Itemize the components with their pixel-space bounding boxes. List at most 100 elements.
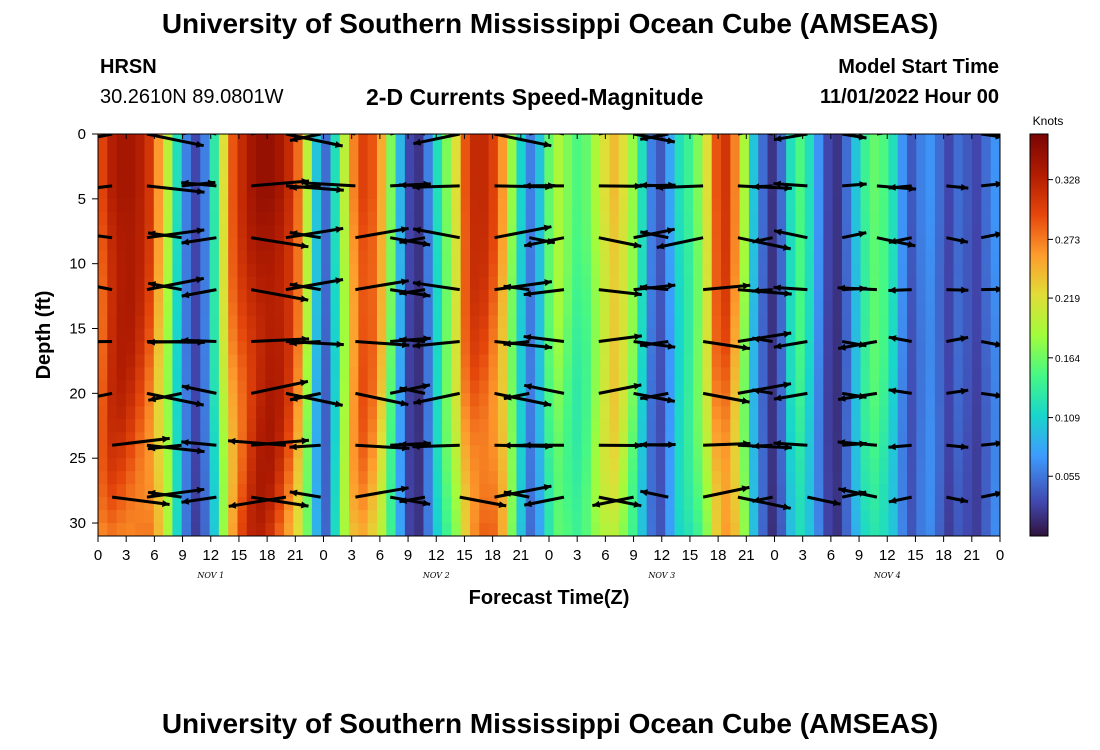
heat-cell <box>135 263 146 278</box>
heat-cell <box>814 380 824 394</box>
heat-cell <box>469 263 480 278</box>
heat-cell <box>739 237 750 252</box>
heat-cell <box>739 445 750 459</box>
heat-cell <box>683 159 694 174</box>
heat-cell <box>609 315 620 330</box>
heat-cell <box>107 380 118 394</box>
heat-cell <box>758 276 769 291</box>
heat-cell <box>628 159 638 174</box>
heat-cell <box>795 276 806 291</box>
heat-cell <box>98 432 108 446</box>
heat-cell <box>562 263 573 278</box>
current-vector <box>412 183 460 191</box>
heat-cell <box>683 510 694 524</box>
heat-cell <box>860 237 871 252</box>
heat-cell <box>98 211 108 226</box>
heat-cell <box>776 289 787 304</box>
current-vector <box>946 335 969 343</box>
heat-cell <box>553 172 564 187</box>
heat-cell <box>358 354 369 369</box>
current-vector <box>751 287 773 295</box>
heat-cell <box>274 510 285 524</box>
heat-cell <box>414 523 425 536</box>
heat-cell <box>432 315 443 330</box>
heat-cell <box>218 380 229 394</box>
heat-cell <box>507 263 518 278</box>
heat-cell <box>646 315 657 330</box>
heat-cell <box>869 172 880 187</box>
heat-cell <box>283 510 294 524</box>
heat-cell <box>265 224 276 239</box>
heat-cell <box>265 172 276 187</box>
heat-cell <box>804 341 815 356</box>
heat-cell <box>832 159 843 174</box>
heat-cell <box>349 393 359 407</box>
heat-cell <box>181 146 192 161</box>
heat-cell <box>823 328 834 343</box>
heat-cell <box>934 134 945 148</box>
heat-cell <box>851 315 862 330</box>
heat-cell <box>367 250 378 265</box>
heat-cell <box>711 419 722 433</box>
heat-cell <box>655 315 666 330</box>
heat-cell <box>721 237 731 252</box>
heat-cell <box>404 497 415 511</box>
heat-cell <box>683 354 694 369</box>
heat-cell <box>572 380 583 394</box>
heat-cell <box>776 471 787 485</box>
current-vector <box>655 183 704 191</box>
heat-cell <box>414 419 425 433</box>
heat-cell <box>209 172 220 187</box>
heat-cell <box>572 172 583 187</box>
current-vector <box>752 495 773 504</box>
heat-cell <box>535 211 545 226</box>
heat-cell <box>516 497 527 511</box>
heat-cell <box>739 432 750 446</box>
heat-cell <box>953 432 964 446</box>
heat-cell <box>330 445 341 459</box>
heat-cell <box>172 263 183 278</box>
heat-cell <box>748 445 759 459</box>
heat-cell <box>209 237 220 252</box>
heat-cell <box>944 432 955 446</box>
heat-cell <box>609 237 620 252</box>
heat-cell <box>172 198 183 213</box>
heat-cell <box>702 523 713 536</box>
heat-cell <box>107 211 118 226</box>
heat-cell <box>879 484 890 498</box>
heat-cell <box>832 380 843 394</box>
heat-cell <box>897 523 908 536</box>
heat-cell <box>172 146 183 161</box>
heat-cell <box>814 432 824 446</box>
heat-cell <box>562 224 573 239</box>
current-vector <box>946 183 969 191</box>
heat-cell <box>962 510 973 524</box>
heat-cell <box>730 146 741 161</box>
heat-cell <box>181 471 192 485</box>
heat-cell <box>181 276 192 291</box>
heat-cell <box>386 380 397 394</box>
heat-cell <box>144 458 155 472</box>
heat-cell <box>451 198 462 213</box>
heat-cell <box>916 484 927 498</box>
heat-cell <box>869 523 880 536</box>
heat-cell <box>237 198 248 213</box>
heat-cell <box>190 198 201 213</box>
heat-cell <box>739 471 750 485</box>
heat-cell <box>925 185 936 200</box>
heat-cell <box>786 263 797 278</box>
heat-cell <box>674 276 685 291</box>
heat-cell <box>581 134 592 148</box>
heat-cell <box>349 458 359 472</box>
heat-cell <box>628 445 638 459</box>
heat-cell <box>730 328 741 343</box>
heat-cell <box>841 419 852 433</box>
heat-cell <box>748 250 759 265</box>
current-vector <box>888 286 912 294</box>
heat-cell <box>358 471 369 485</box>
heat-cell <box>823 354 834 369</box>
heat-cell <box>107 289 118 304</box>
heat-cell <box>888 185 899 200</box>
x-tick-label: 12 <box>879 547 896 564</box>
heat-cell <box>581 159 592 174</box>
